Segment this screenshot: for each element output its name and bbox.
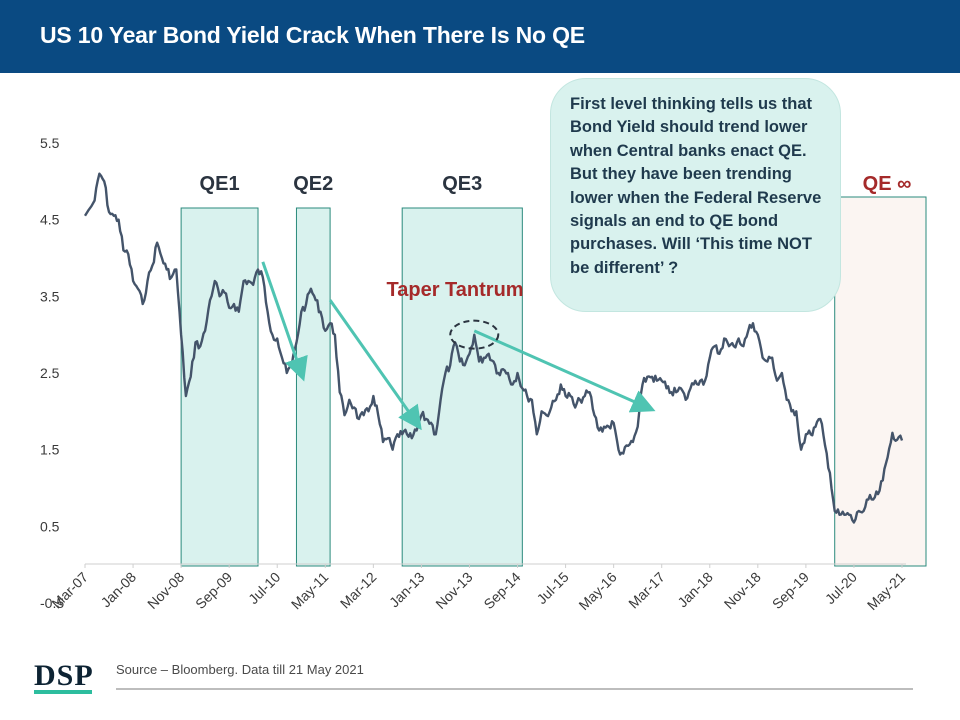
x-tick-label: Sep-09 [192, 569, 235, 612]
x-tick-label: May-11 [288, 569, 332, 613]
footer-divider [116, 688, 913, 690]
qe-region-label: QE3 [442, 173, 482, 195]
qe-region-label: QE1 [200, 173, 240, 195]
x-tick-label: Mar-12 [337, 569, 380, 612]
x-tick-label: May-16 [575, 569, 619, 613]
y-tick-label: 0.5 [40, 518, 60, 534]
x-tick-label: Jul-15 [533, 569, 571, 607]
x-tick-label: Jan-18 [674, 569, 716, 611]
trend-arrow [328, 299, 422, 431]
taper-tantrum-label: Taper Tantrum [387, 279, 524, 301]
x-tick-label: May-21 [864, 569, 908, 613]
x-tick-label: Nov-08 [144, 569, 187, 612]
qe-region [401, 207, 523, 567]
qe-region [834, 196, 927, 567]
x-tick-label: Nov-13 [432, 569, 475, 612]
qe-region [180, 207, 259, 567]
x-tick-label: Jan-08 [98, 569, 140, 611]
logo-underline [34, 690, 92, 694]
x-tick-label: Nov-18 [721, 569, 764, 612]
page-title: US 10 Year Bond Yield Crack When There I… [40, 22, 585, 48]
commentary-callout: First level thinking tells us that Bond … [550, 78, 841, 312]
x-tick-label: Jan-13 [386, 569, 428, 611]
x-tick-label: Jul-20 [822, 569, 860, 607]
x-tick-label: Mar-07 [48, 569, 91, 612]
yield-series-line [83, 172, 904, 524]
y-tick-label: 3.5 [40, 288, 60, 304]
dsp-logo: DSP [34, 659, 94, 692]
x-tick-label: Jul-10 [245, 569, 283, 607]
source-note: Source – Bloomberg. Data till 21 May 202… [116, 662, 364, 677]
y-tick-label: 4.5 [40, 212, 60, 228]
x-tick-label: Mar-17 [625, 569, 668, 612]
y-tick-label: 5.5 [40, 135, 60, 151]
title-bar: US 10 Year Bond Yield Crack When There I… [0, 0, 960, 73]
trend-arrow [261, 261, 308, 382]
x-tick-label: Sep-14 [480, 569, 523, 612]
y-tick-label: 1.5 [40, 442, 60, 458]
trend-arrow [473, 329, 656, 413]
taper-tantrum-circle [449, 319, 500, 350]
qe-region [295, 207, 331, 567]
qe-region-label: QE2 [293, 173, 333, 195]
y-tick-label: -0.5 [40, 595, 64, 611]
qe-region-label: QE ∞ [863, 173, 912, 195]
x-tick-label: Sep-19 [769, 569, 812, 612]
y-tick-label: 2.5 [40, 365, 60, 381]
callout-text: First level thinking tells us that Bond … [570, 95, 822, 277]
